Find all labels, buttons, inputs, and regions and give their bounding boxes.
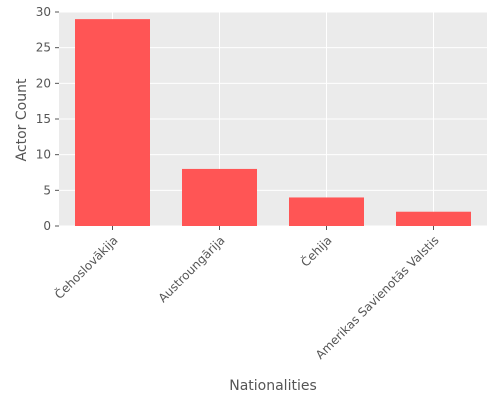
y-tick-label: 20 [36,76,51,90]
y-tick-label: 0 [43,219,51,233]
y-tick-label: 5 [43,183,51,197]
bars [75,19,471,227]
x-tick-label: Austroungārija [156,233,228,305]
y-axis: 0 5 10 15 20 25 30 [36,5,59,233]
y-tick-label: 25 [36,41,51,55]
x-tick-label: Čehija [298,233,335,270]
x-tick-label: Amerikas Savienotās Valstis [313,233,442,362]
bar [182,168,257,226]
bar [289,197,364,226]
y-tick-label: 30 [36,5,51,19]
y-tick-label: 15 [36,112,51,126]
y-tick-label: 10 [36,148,51,162]
x-axis-title: Nationalities [229,378,317,394]
x-tick-label: Čehoslovākija [51,233,120,302]
bar [396,211,471,226]
bar [75,19,150,227]
x-axis: Čehoslovākija Austroungārija ČehijaAmerika… [51,226,442,362]
y-axis-title: Actor Count [14,78,30,161]
